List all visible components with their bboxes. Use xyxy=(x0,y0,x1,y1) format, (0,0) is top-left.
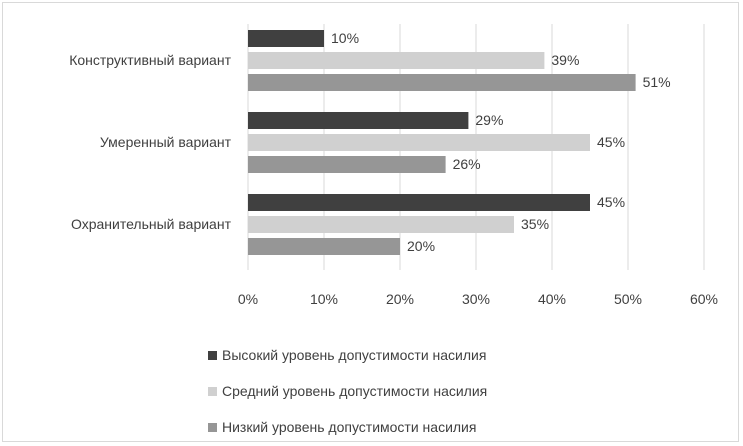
data-label: 51% xyxy=(643,74,671,90)
bar xyxy=(248,238,400,255)
data-label: 45% xyxy=(597,194,625,210)
x-tick-label: 30% xyxy=(462,291,490,307)
bar xyxy=(248,156,446,173)
bar xyxy=(248,216,514,233)
category-label: Охранительный вариант xyxy=(71,216,232,232)
data-label: 45% xyxy=(597,134,625,150)
x-tick-label: 20% xyxy=(386,291,414,307)
legend-item-high: Высокий уровень допустимости насилия xyxy=(208,337,487,373)
data-labels: 10% 39% 51% 29% 45% 26% 45% 35% 20% xyxy=(331,30,671,254)
bar xyxy=(248,30,324,47)
bar xyxy=(248,52,545,69)
data-label: 29% xyxy=(475,112,503,128)
legend: Высокий уровень допустимости насилия Сре… xyxy=(208,337,487,445)
data-label: 39% xyxy=(551,52,579,68)
data-label: 26% xyxy=(453,156,481,172)
data-label: 35% xyxy=(521,216,549,232)
category-label: Умеренный вариант xyxy=(100,134,232,150)
x-tick-label: 40% xyxy=(538,291,566,307)
legend-swatch-high xyxy=(208,350,217,360)
x-tick-label: 0% xyxy=(238,291,258,307)
category-labels: Конструктивный вариант Умеренный вариант О… xyxy=(69,52,231,232)
bar xyxy=(248,134,590,151)
bar xyxy=(248,194,590,211)
data-label: 10% xyxy=(331,30,359,46)
legend-item-low: Низкий уровень допустимости насилия xyxy=(208,409,487,445)
x-tick-label: 60% xyxy=(690,291,718,307)
legend-label-high: Высокий уровень допустимости насилия xyxy=(222,347,487,363)
x-tick-labels: 0% 10% 20% 30% 40% 50% 60% xyxy=(238,291,718,307)
legend-label-medium: Средний уровень допустимости насилия xyxy=(222,383,488,399)
category-label: Конструктивный вариант xyxy=(69,52,231,68)
x-tick-label: 50% xyxy=(614,291,642,307)
bar xyxy=(248,74,636,91)
bars xyxy=(248,30,636,255)
legend-label-low: Низкий уровень допустимости насилия xyxy=(222,419,477,435)
x-tick-label: 10% xyxy=(310,291,338,307)
legend-item-medium: Средний уровень допустимости насилия xyxy=(208,373,487,409)
data-label: 20% xyxy=(407,238,435,254)
legend-swatch-medium xyxy=(208,386,217,396)
legend-swatch-low xyxy=(208,422,217,432)
bar xyxy=(248,112,469,129)
